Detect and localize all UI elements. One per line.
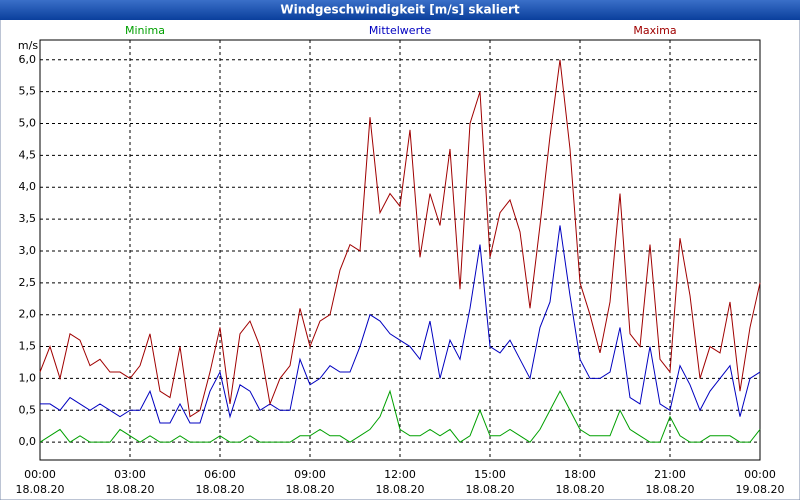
x-tick-label: 15:00 (474, 468, 506, 481)
y-tick-label: 6,0 (19, 53, 37, 66)
series-line (39, 389, 761, 443)
series-line (39, 59, 761, 418)
x-tick-label: 09:00 (294, 468, 326, 481)
x-tick-label: 00:00 (24, 468, 56, 481)
y-tick-label: 5,5 (19, 85, 37, 98)
x-tick-label: 21:00 (654, 468, 686, 481)
x-tick-label: 06:00 (204, 468, 236, 481)
y-tick-label: 3,5 (19, 212, 37, 225)
x-tick-label: 03:00 (114, 468, 146, 481)
legend-label: Maxima (633, 24, 676, 37)
y-tick-label: 4,0 (19, 180, 37, 193)
y-tick-label: 3,0 (19, 244, 37, 257)
legend-label: Minima (125, 24, 165, 37)
x-tick-date: 18.08.20 (556, 483, 605, 496)
x-tick-date: 18.08.20 (106, 483, 155, 496)
series-line (40, 225, 761, 424)
x-tick-date: 18.08.20 (16, 483, 65, 496)
chart-title: Windgeschwindigkeit [m/s] skaliert (280, 3, 520, 17)
x-tick-label: 00:00 (744, 468, 776, 481)
y-tick-label: 0,5 (19, 403, 37, 416)
y-axis-label: m/s (18, 39, 38, 52)
x-tick-date: 18.08.20 (376, 483, 425, 496)
x-tick-date: 18.08.20 (466, 483, 515, 496)
y-tick-label: 5,0 (19, 116, 37, 129)
title-bar (0, 0, 800, 20)
y-tick-label: 1,5 (19, 340, 37, 353)
x-tick-date: 18.08.20 (646, 483, 695, 496)
y-tick-label: 1,0 (19, 371, 37, 384)
x-tick-date: 18.08.20 (286, 483, 335, 496)
x-tick-date: 19.08.20 (736, 483, 785, 496)
x-tick-label: 18:00 (564, 468, 596, 481)
y-tick-label: 2,5 (19, 276, 37, 289)
y-tick-label: 4,5 (19, 148, 37, 161)
y-tick-label: 0,0 (19, 435, 37, 448)
x-tick-date: 18.08.20 (196, 483, 245, 496)
x-tick-label: 12:00 (384, 468, 416, 481)
y-tick-label: 2,0 (19, 308, 37, 321)
legend-label: Mittelwerte (369, 24, 432, 37)
